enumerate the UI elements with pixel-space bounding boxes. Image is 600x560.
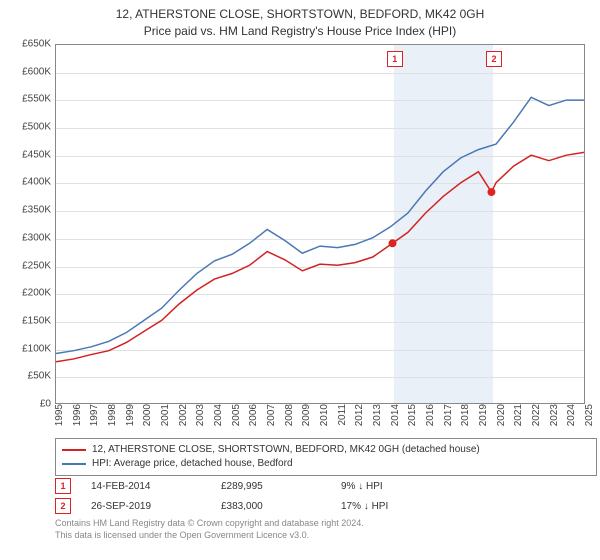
footer-line-2: This data is licensed under the Open Gov… [55, 530, 583, 542]
title-block: 12, ATHERSTONE CLOSE, SHORTSTOWN, BEDFOR… [0, 0, 600, 40]
transaction-row-1: 1 14-FEB-2014 £289,995 9% ↓ HPI [55, 478, 583, 494]
tx-marker-1: 1 [55, 478, 71, 494]
tx-date-1: 14-FEB-2014 [91, 481, 201, 492]
plot-background: 12 [55, 44, 585, 404]
footer-block: Contains HM Land Registry data © Crown c… [55, 518, 583, 541]
tx-delta-1: 9% ↓ HPI [341, 481, 441, 492]
tx-delta-2: 17% ↓ HPI [341, 501, 441, 512]
chart-container: 12, ATHERSTONE CLOSE, SHORTSTOWN, BEDFOR… [0, 0, 600, 560]
tx-date-2: 26-SEP-2019 [91, 501, 201, 512]
legend-box: 12, ATHERSTONE CLOSE, SHORTSTOWN, BEDFOR… [55, 438, 597, 476]
chart-area: 12 £0£50K£100K£150K£200K£250K£300K£350K£… [55, 44, 585, 404]
chart-marker-1: 1 [387, 51, 403, 67]
tx-marker-2: 2 [55, 498, 71, 514]
legend-label-property: 12, ATHERSTONE CLOSE, SHORTSTOWN, BEDFOR… [92, 443, 480, 457]
title-address: 12, ATHERSTONE CLOSE, SHORTSTOWN, BEDFOR… [0, 6, 600, 23]
footer-line-1: Contains HM Land Registry data © Crown c… [55, 518, 583, 530]
transaction-row-2: 2 26-SEP-2019 £383,000 17% ↓ HPI [55, 498, 583, 514]
chart-marker-2: 2 [486, 51, 502, 67]
legend-row-hpi: HPI: Average price, detached house, Bedf… [62, 457, 590, 471]
series-svg [56, 45, 584, 403]
title-subtitle: Price paid vs. HM Land Registry's House … [0, 23, 600, 40]
transactions-block: 1 14-FEB-2014 £289,995 9% ↓ HPI 2 26-SEP… [55, 478, 583, 518]
legend-swatch-property [62, 449, 86, 451]
legend-swatch-hpi [62, 463, 86, 465]
tx-price-1: £289,995 [221, 481, 321, 492]
tx-price-2: £383,000 [221, 501, 321, 512]
legend-label-hpi: HPI: Average price, detached house, Bedf… [92, 457, 293, 471]
legend-row-property: 12, ATHERSTONE CLOSE, SHORTSTOWN, BEDFOR… [62, 443, 590, 457]
